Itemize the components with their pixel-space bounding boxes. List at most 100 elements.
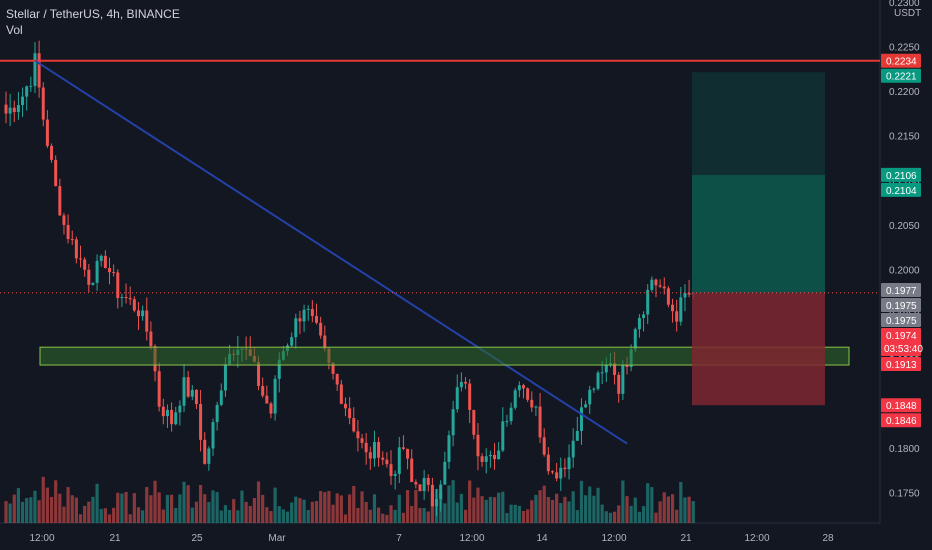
price-tag: 0.2104 [881,182,921,197]
volume-bar [132,493,136,523]
candle [87,264,91,293]
volume-bar [252,497,256,523]
candle [393,470,397,490]
candle-body [530,399,534,408]
candle [368,446,372,470]
candle-body [95,260,99,283]
candle [215,401,219,431]
candle [182,363,186,413]
candle-body [223,364,227,391]
candle [310,300,314,323]
candle-body [170,409,174,425]
candle [546,447,550,475]
candle [443,451,447,485]
volume-bar [319,491,323,523]
volume-bar [555,493,559,523]
candle [658,279,662,289]
volume-bar [480,496,484,523]
x-tick-label: 12:00 [601,533,626,544]
volume-bar [625,496,629,523]
volume-bar [290,502,294,523]
volume-bar [377,507,381,523]
volume-bar [186,485,190,523]
stop-zone [692,292,825,406]
candle-body [290,337,294,346]
volume-bar [78,514,83,523]
volume-bar [641,506,646,523]
volume-bar [74,497,78,523]
candle [592,387,596,393]
candle-body [4,104,8,114]
volume-bar [198,484,203,523]
volume-bar [584,495,588,523]
candle-body [50,145,54,160]
volume-bar [211,490,215,523]
volume-bar [588,486,592,523]
candle [484,448,488,474]
price-tag: 0.1846 [881,413,921,428]
price-tag: 0.1975 [881,298,921,313]
candle-body [58,186,62,216]
candle-body [161,406,165,417]
volume-bar [240,490,244,523]
volume-bar [538,490,542,523]
candle [683,284,687,312]
volume-bar [654,512,658,523]
price-tag-box [881,298,921,313]
volume-bar [468,480,472,523]
candle [488,450,492,468]
candle [555,463,559,482]
volume-group [4,476,695,523]
target-zone-outer [692,72,825,175]
candle-body [621,364,625,394]
candle [687,279,691,298]
price-tag: 0.2221 [881,68,921,83]
candle-body [310,308,314,317]
candle-body [666,288,670,305]
candle [207,446,211,471]
volume-bar [4,501,8,523]
candle-body [315,316,318,323]
volume-bar [683,497,687,523]
volume-bar [161,509,165,523]
volume-bar [401,512,406,523]
y-tick-label: 0.2050 [889,221,920,232]
price-tag-box [881,413,921,428]
volume-bar [542,485,546,523]
volume-bar [621,480,625,523]
candle-body [414,482,418,485]
candle [356,419,360,452]
candle [472,409,476,440]
candle-body [526,388,530,400]
volume-bar [227,510,232,523]
volume-bar [658,501,662,523]
volume-bar [679,481,683,523]
volume-bar [12,494,16,523]
candle [505,414,509,427]
volume-bar [20,501,25,523]
candle-body [62,215,66,225]
candle [414,479,418,489]
candle-body [484,456,488,462]
volume-bar [575,510,579,523]
candle-body [455,387,459,410]
volume-bar [617,505,621,523]
candle [352,407,356,433]
x-tick-label: 14 [536,533,548,544]
volume-bar [426,511,430,523]
candle-body [522,385,525,389]
currency-label: USDT [894,8,921,19]
candle [33,42,37,94]
candle [455,374,459,413]
candle-body [584,404,588,408]
candle-body [54,159,58,187]
volume-bar [285,511,290,523]
countdown-text: 03:53:40 [884,344,923,355]
candle [642,311,646,332]
volume-bar [608,512,613,523]
volume-bar [579,480,584,523]
candle-body [650,279,654,290]
candle [468,379,472,424]
candle-body [538,406,542,438]
